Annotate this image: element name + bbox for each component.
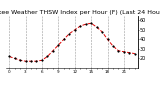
Title: Milwaukee Weather THSW Index per Hour (F) (Last 24 Hours): Milwaukee Weather THSW Index per Hour (F… [0,10,160,15]
